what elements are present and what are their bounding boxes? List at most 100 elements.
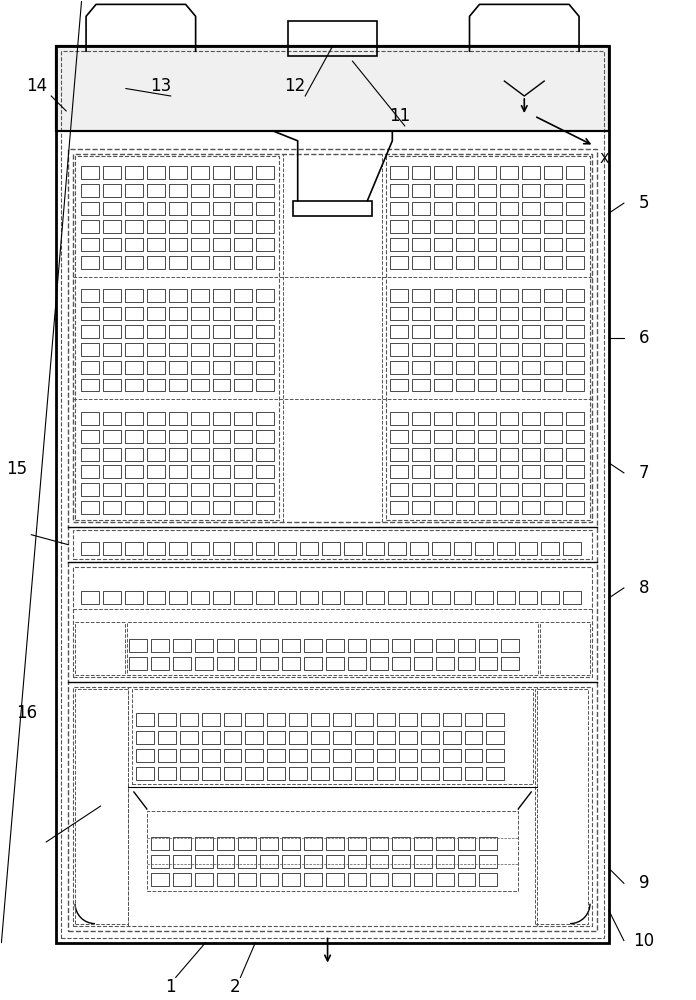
Bar [246,767,263,780]
Bar [566,483,583,496]
Bar [456,238,474,251]
Bar [390,325,409,338]
Bar [388,591,406,604]
Bar [390,256,409,269]
Bar [544,430,562,443]
Bar [522,412,539,425]
Bar [81,483,99,496]
Bar [480,873,498,886]
Bar [390,361,409,374]
Bar [168,361,187,374]
Bar [151,639,168,652]
Bar [81,220,99,233]
Bar [195,855,212,868]
Bar [544,307,562,320]
Bar [522,361,539,374]
Bar [544,184,562,197]
Bar [256,412,274,425]
Bar [103,430,121,443]
Bar [147,343,165,356]
Bar [212,307,230,320]
Bar [256,542,274,555]
Bar [147,542,165,555]
Bar [413,639,432,652]
Bar [73,687,592,926]
Bar [168,430,187,443]
Bar [81,542,99,555]
Bar [147,811,519,891]
Bar [443,749,461,762]
Bar [487,767,505,780]
Bar [147,591,165,604]
Bar [235,448,253,461]
Bar [235,483,253,496]
Bar [522,256,539,269]
Bar [456,166,474,179]
Bar [158,767,175,780]
Bar [390,184,409,197]
Bar [147,379,165,391]
Bar [216,873,235,886]
Bar [168,448,187,461]
Bar [191,289,209,302]
Bar [413,837,432,850]
Bar [191,379,209,391]
Bar [168,307,187,320]
Bar [260,873,278,886]
Bar [173,837,191,850]
Bar [326,657,344,670]
Bar [478,238,496,251]
Bar [304,855,322,868]
Bar [125,542,143,555]
Bar [434,361,452,374]
Bar [480,855,498,868]
Bar [168,256,187,269]
Bar [566,448,583,461]
Text: 12: 12 [285,77,306,95]
Bar [61,51,604,938]
Bar [366,542,384,555]
Bar [522,325,539,338]
Bar [56,46,609,131]
Bar [239,855,256,868]
Bar [81,465,99,478]
Bar [290,731,307,744]
Bar [267,713,285,726]
Bar [522,184,539,197]
Bar [478,448,496,461]
Bar [168,483,187,496]
Bar [370,657,388,670]
Bar [212,289,230,302]
Bar [478,256,496,269]
Bar [216,639,235,652]
Bar [434,343,452,356]
Bar [256,465,274,478]
Bar [81,256,99,269]
Bar [81,343,99,356]
Bar [500,256,518,269]
Bar [125,379,143,391]
Bar [399,749,417,762]
Bar [348,837,366,850]
Bar [456,361,474,374]
Bar [412,361,430,374]
Bar [235,166,253,179]
Bar [522,220,539,233]
Bar [500,238,518,251]
Bar [81,184,99,197]
Bar [212,166,230,179]
Bar [212,202,230,215]
Bar [235,542,253,555]
Bar [522,307,539,320]
Bar [563,542,581,555]
Bar [267,749,285,762]
Bar [283,855,300,868]
Bar [390,166,409,179]
Bar [256,256,274,269]
Bar [500,343,518,356]
Bar [68,149,597,931]
Bar [322,591,340,604]
Bar [501,639,519,652]
Bar [147,289,165,302]
Bar [147,202,165,215]
